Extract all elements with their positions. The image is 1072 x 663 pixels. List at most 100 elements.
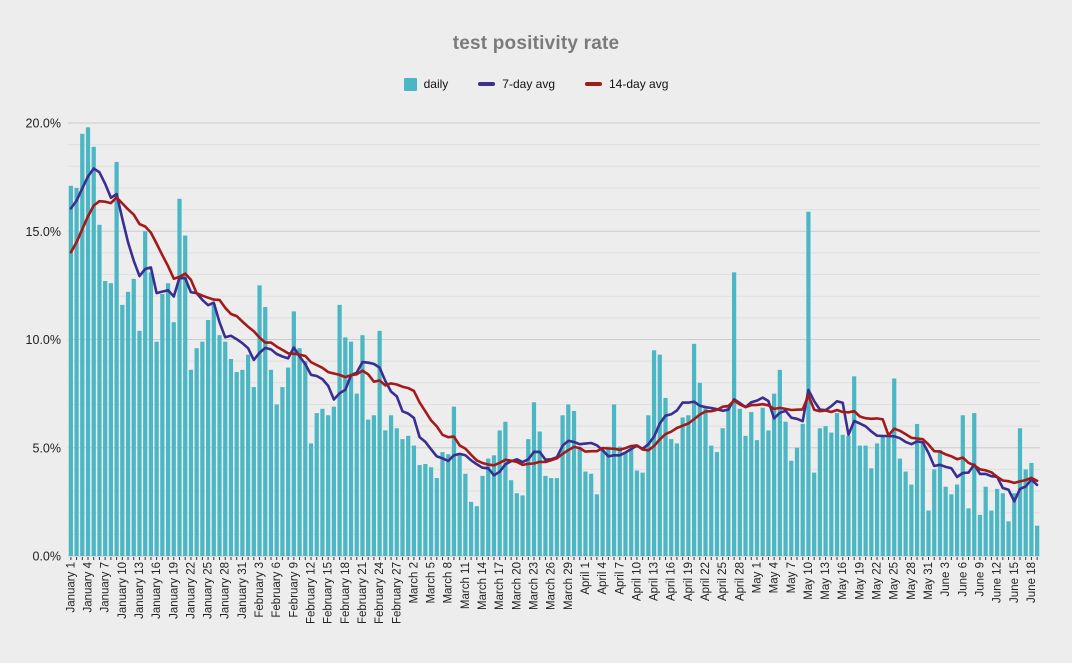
daily-bar [817, 428, 822, 556]
daily-bar [989, 510, 994, 556]
daily-bar [125, 291, 131, 556]
daily-bar [731, 272, 737, 556]
daily-bar [371, 415, 377, 556]
daily-bar [594, 494, 599, 556]
x-axis-tick-label: January 7 [100, 562, 112, 613]
legend-item-7day-avg[interactable]: 7-day avg [478, 77, 555, 91]
daily-bar [503, 421, 508, 556]
daily-bar [892, 378, 897, 556]
daily-bar [354, 393, 359, 556]
daily-bar [417, 465, 422, 556]
daily-swatch-icon [403, 77, 417, 91]
daily-bar [977, 514, 983, 556]
daily-bar [1012, 493, 1017, 556]
x-axis-tick-label: June 9 [974, 562, 986, 597]
daily-bar [451, 406, 457, 556]
daily-bar [766, 430, 771, 556]
daily-bar [857, 445, 863, 556]
x-axis-tick-label: January 19 [168, 562, 180, 619]
daily-bar [554, 478, 559, 556]
daily-bar [949, 494, 954, 556]
daily-bar [1000, 493, 1005, 556]
daily-bar [1029, 462, 1034, 556]
daily-bar [228, 358, 234, 556]
daily-bar [388, 415, 394, 556]
daily-bar [852, 376, 857, 556]
daily-bar [1035, 525, 1040, 556]
x-axis-tick-label: May 19 [854, 562, 866, 600]
daily-bar [280, 387, 285, 556]
daily-bar [406, 435, 411, 556]
x-axis-tick-label: April 19 [683, 562, 695, 601]
daily-bar [937, 449, 943, 556]
daily-bar [223, 341, 228, 556]
daily-bar [251, 387, 256, 556]
x-axis-tick-label: February 21 [357, 562, 369, 624]
daily-bar [440, 452, 445, 556]
daily-bar [909, 484, 914, 556]
daily-bar [514, 493, 519, 556]
daily-bar [240, 369, 245, 556]
daily-bar [188, 369, 194, 556]
daily-bar [486, 458, 491, 556]
daily-bar [463, 473, 468, 556]
daily-bar [531, 402, 537, 556]
x-axis-tick-label: February 12 [306, 562, 318, 624]
daily-bar [777, 369, 782, 556]
daily-bar [457, 455, 462, 556]
daily-bar [183, 235, 188, 556]
daily-bar [1017, 428, 1023, 556]
daily-bar [177, 198, 182, 556]
x-axis-tick-label: March 14 [477, 561, 489, 610]
daily-bar [286, 367, 291, 556]
x-axis-tick-label: January 16 [151, 562, 163, 619]
daily-bar [754, 440, 760, 556]
x-axis-tick-label: May 1 [751, 562, 763, 593]
x-axis-tick-label: June 15 [1009, 562, 1021, 603]
x-axis-tick-label: June 6 [957, 562, 969, 597]
daily-bar [543, 475, 548, 556]
daily-bar [468, 501, 474, 556]
daily-bar [520, 495, 525, 556]
chart-title: test positivity rate [452, 33, 620, 54]
daily-bar [846, 435, 851, 556]
daily-bar [983, 486, 988, 556]
y-axis-tick-label: 5.0% [33, 441, 62, 455]
daily-bar [703, 407, 708, 556]
daily-bar [800, 423, 805, 556]
daily-bar [623, 452, 628, 556]
legend-item-14day-avg[interactable]: 14-day avg [585, 77, 668, 91]
daily-bar [245, 354, 251, 556]
x-axis-tick-label: March 20 [511, 562, 523, 610]
x-axis-tick-label: May 31 [923, 562, 935, 600]
daily-bar [160, 294, 165, 556]
daily-bar [377, 330, 382, 556]
seven-day-avg-swatch-icon [478, 82, 496, 86]
daily-bar [331, 406, 336, 556]
daily-bar [697, 382, 702, 556]
daily-bar [749, 412, 754, 556]
x-axis-tick-label: February 9 [288, 562, 300, 618]
daily-bar [131, 278, 136, 556]
daily-bar [617, 446, 622, 556]
daily-bar [674, 443, 680, 556]
daily-bar [120, 304, 125, 556]
daily-bar [691, 343, 697, 556]
daily-bar [1023, 469, 1028, 556]
x-axis-tick-label: March 29 [563, 562, 575, 610]
daily-bar [211, 304, 216, 556]
daily-bar [903, 471, 908, 556]
daily-bar [709, 445, 714, 556]
daily-bar [772, 393, 777, 556]
x-axis-tick-label: March 2 [408, 562, 420, 604]
daily-bar [320, 408, 325, 556]
daily-bar [966, 508, 971, 556]
daily-bar [137, 330, 142, 556]
daily-bar [669, 439, 674, 556]
x-axis-tick-label: March 8 [443, 562, 455, 604]
x-axis-tick-label: April 7 [614, 562, 626, 595]
daily-bar [880, 436, 885, 556]
daily-bar [806, 211, 811, 556]
x-axis-tick-label: March 26 [546, 562, 558, 610]
legend-item-daily[interactable]: daily [403, 77, 448, 91]
